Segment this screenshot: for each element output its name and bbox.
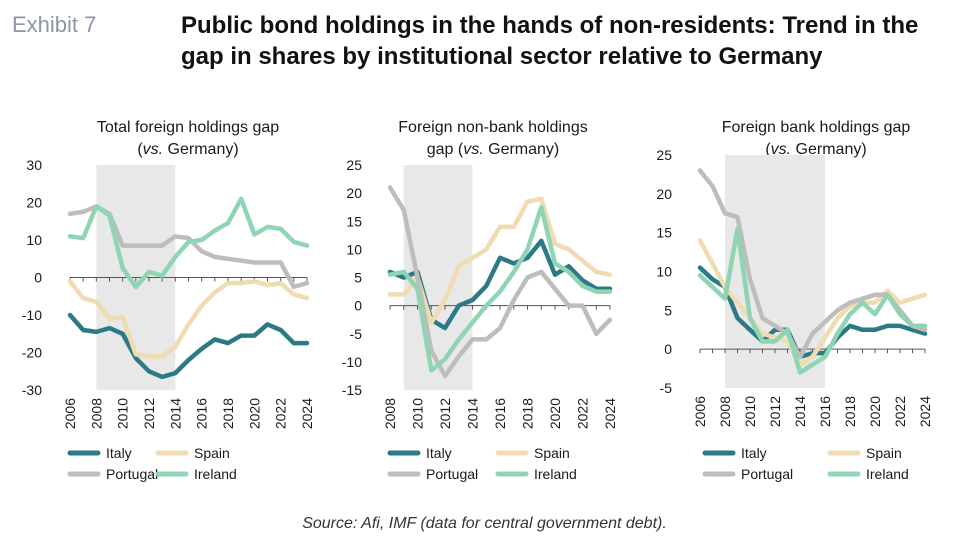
- x-tick-label: 2018: [842, 396, 858, 427]
- y-tick-label: 0: [354, 298, 362, 314]
- chart-subtitle: (vs. Germany): [765, 141, 866, 158]
- y-tick-label: 10: [26, 232, 42, 248]
- y-tick-label: 5: [354, 270, 362, 286]
- x-tick-label: 2010: [115, 398, 131, 429]
- y-tick-label: 20: [26, 195, 42, 211]
- legend-label-ireland: Ireland: [866, 466, 909, 482]
- shaded-period: [403, 165, 473, 390]
- series-line-ireland: [67, 196, 310, 290]
- legend-label-italy: Italy: [106, 445, 132, 461]
- y-tick-label: -10: [342, 354, 362, 370]
- x-tick-label: 2016: [194, 398, 210, 429]
- series-line-spain: [697, 238, 928, 367]
- x-tick-label: 2012: [141, 398, 157, 429]
- x-tick-label: 2006: [62, 398, 78, 429]
- legend-label-spain: Spain: [866, 445, 902, 461]
- x-tick-label: 2016: [492, 398, 508, 429]
- x-tick-label: 2020: [246, 398, 262, 429]
- x-tick-label: 2008: [88, 398, 104, 429]
- x-tick-label: 2008: [717, 396, 733, 427]
- chart-title: Total foreign holdings gap: [97, 119, 279, 136]
- x-tick-label: 2024: [299, 398, 315, 429]
- x-tick-label: 2014: [167, 398, 183, 429]
- legend-label-portugal: Portugal: [426, 466, 478, 482]
- y-tick-label: -20: [22, 345, 42, 361]
- chart-total-foreign-holdings: Total foreign holdings gap (vs. Germany) -…: [22, 119, 315, 482]
- x-tick-label: 2022: [273, 398, 289, 429]
- y-tick-label: 20: [346, 185, 362, 201]
- legend-label-ireland: Ireland: [534, 466, 577, 482]
- x-tick-label: 2022: [892, 396, 908, 427]
- page-title: Public bond holdings in the hands of non…: [181, 12, 919, 70]
- x-tick-label: 2012: [437, 398, 453, 429]
- y-tick-label: -5: [350, 326, 363, 342]
- chart-foreign-bank-holdings: Foreign bank holdings gap (vs. Germany) -5…: [656, 119, 933, 482]
- y-tick-label: 25: [656, 147, 672, 163]
- y-tick-label: 5: [664, 302, 672, 318]
- y-tick-label: -30: [22, 382, 42, 398]
- chart-subtitle: (vs. Germany): [137, 141, 238, 158]
- y-tick-label: 15: [346, 213, 362, 229]
- chart-subtitle: gap (vs. Germany): [427, 141, 560, 158]
- source-note: Source: Afi, IMF (data for central gover…: [302, 515, 667, 532]
- y-tick-label: -10: [22, 307, 42, 323]
- y-tick-label: 15: [656, 225, 672, 241]
- chart-title: Foreign bank holdings gap: [722, 119, 911, 136]
- y-tick-label: -15: [342, 382, 362, 398]
- series-line-portugal: [387, 185, 613, 379]
- x-tick-label: 2018: [220, 398, 236, 429]
- series-line-italy: [67, 312, 310, 380]
- x-tick-label: 2024: [917, 396, 933, 427]
- legend-label-portugal: Portugal: [106, 466, 158, 482]
- x-tick-label: 2010: [410, 398, 426, 429]
- x-tick-label: 2008: [382, 398, 398, 429]
- x-tick-label: 2014: [465, 398, 481, 429]
- legend-label-spain: Spain: [194, 445, 230, 461]
- series-line-ireland: [697, 226, 928, 375]
- x-tick-label: 2012: [767, 396, 783, 427]
- legend-label-ireland: Ireland: [194, 466, 237, 482]
- legend-label-portugal: Portugal: [741, 466, 793, 482]
- series-line-spain: [387, 196, 613, 325]
- y-tick-label: 10: [346, 241, 362, 257]
- x-tick-label: 2020: [547, 398, 563, 429]
- legend-label-italy: Italy: [741, 445, 767, 461]
- chart-title: Foreign non-bank holdings: [398, 119, 587, 136]
- series-line-spain: [67, 279, 310, 359]
- x-tick-label: 2024: [602, 398, 618, 429]
- x-tick-label: 2018: [520, 398, 536, 429]
- chart-foreign-nonbank-holdings: Foreign non-bank holdings gap (vs. German…: [342, 119, 618, 482]
- x-tick-label: 2016: [817, 396, 833, 427]
- y-tick-label: 30: [26, 157, 42, 173]
- series-line-ireland: [387, 204, 613, 373]
- x-tick-label: 2022: [575, 398, 591, 429]
- y-tick-label: -5: [660, 380, 673, 396]
- legend-label-italy: Italy: [426, 445, 452, 461]
- y-tick-label: 0: [34, 270, 42, 286]
- y-tick-label: 10: [656, 264, 672, 280]
- legend-label-spain: Spain: [534, 445, 570, 461]
- exhibit-label: Exhibit 7: [12, 12, 97, 37]
- y-tick-label: 0: [664, 341, 672, 357]
- x-tick-label: 2014: [792, 396, 808, 427]
- y-tick-label: 20: [656, 186, 672, 202]
- x-tick-label: 2006: [692, 396, 708, 427]
- x-tick-label: 2020: [867, 396, 883, 427]
- y-tick-label: 25: [346, 157, 362, 173]
- x-tick-label: 2010: [742, 396, 758, 427]
